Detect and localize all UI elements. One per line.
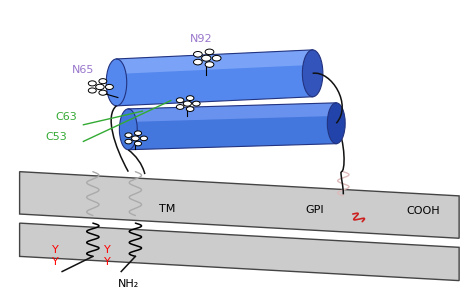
- Polygon shape: [128, 103, 336, 150]
- Circle shape: [193, 59, 202, 65]
- Circle shape: [96, 84, 104, 90]
- Circle shape: [186, 96, 194, 101]
- Text: Y: Y: [104, 245, 110, 255]
- Circle shape: [88, 81, 96, 86]
- Circle shape: [88, 88, 96, 93]
- Circle shape: [125, 133, 132, 137]
- Polygon shape: [19, 172, 459, 238]
- Circle shape: [99, 90, 107, 95]
- Circle shape: [135, 131, 142, 136]
- Circle shape: [105, 85, 113, 89]
- Circle shape: [176, 105, 184, 109]
- Circle shape: [140, 136, 147, 141]
- Text: GPI: GPI: [306, 205, 324, 215]
- Ellipse shape: [106, 59, 127, 106]
- Polygon shape: [19, 223, 459, 281]
- Polygon shape: [117, 50, 313, 74]
- Text: TM: TM: [159, 205, 175, 215]
- Circle shape: [183, 101, 191, 106]
- Circle shape: [132, 136, 139, 141]
- Text: COOH: COOH: [407, 206, 440, 216]
- Text: C53: C53: [46, 133, 67, 143]
- Text: C91: C91: [150, 85, 170, 95]
- Polygon shape: [117, 50, 313, 106]
- Circle shape: [192, 101, 200, 106]
- Circle shape: [186, 107, 194, 112]
- Circle shape: [205, 62, 214, 67]
- Text: NH₂: NH₂: [118, 279, 139, 288]
- Circle shape: [201, 55, 211, 61]
- Polygon shape: [128, 103, 336, 122]
- Circle shape: [193, 51, 202, 57]
- Circle shape: [205, 49, 214, 55]
- Circle shape: [125, 139, 132, 144]
- Text: N65: N65: [72, 65, 95, 75]
- Ellipse shape: [302, 50, 323, 97]
- Text: Y: Y: [104, 257, 110, 268]
- Circle shape: [176, 98, 184, 103]
- Text: C63: C63: [55, 112, 77, 122]
- Ellipse shape: [328, 103, 345, 144]
- Text: CC: CC: [248, 127, 268, 141]
- Text: Y: Y: [52, 245, 58, 255]
- Text: N92: N92: [190, 33, 213, 43]
- Ellipse shape: [119, 109, 137, 150]
- Text: Y: Y: [52, 257, 58, 268]
- Circle shape: [135, 141, 142, 146]
- Circle shape: [99, 79, 107, 84]
- Circle shape: [212, 55, 221, 61]
